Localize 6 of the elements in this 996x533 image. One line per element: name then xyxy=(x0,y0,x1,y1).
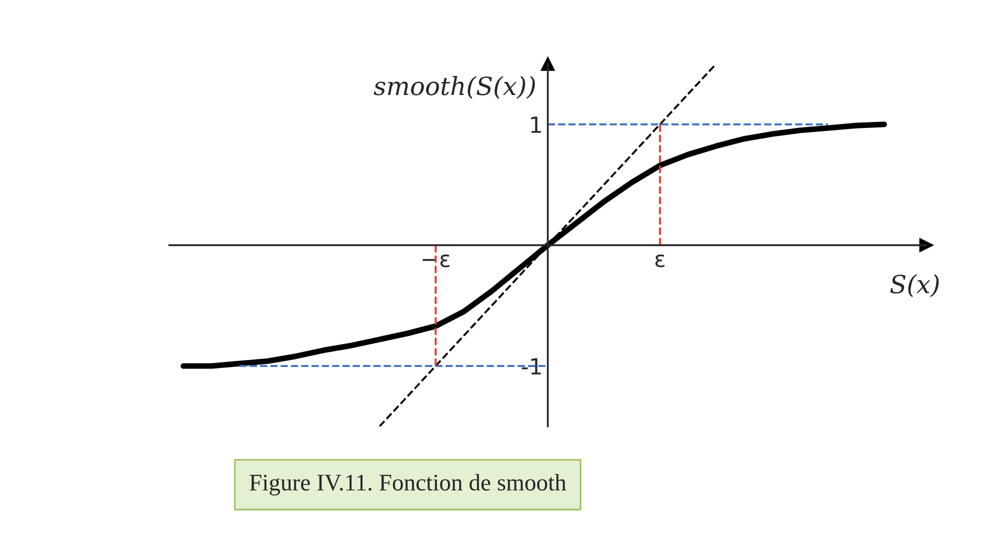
x-axis-title: S(x) xyxy=(890,274,939,298)
text: Figure IV.11. Fonction de smooth xyxy=(250,474,566,496)
x-tick-label: ε xyxy=(655,254,664,268)
x-tick-label: −ε xyxy=(422,254,450,268)
y-axis-title: smooth(S(x)) xyxy=(374,76,535,99)
y-tick-label: 1 xyxy=(531,116,541,133)
